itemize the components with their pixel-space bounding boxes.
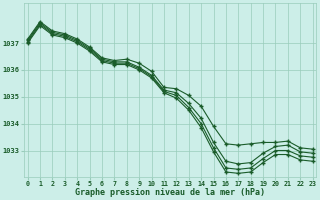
- X-axis label: Graphe pression niveau de la mer (hPa): Graphe pression niveau de la mer (hPa): [75, 188, 265, 197]
